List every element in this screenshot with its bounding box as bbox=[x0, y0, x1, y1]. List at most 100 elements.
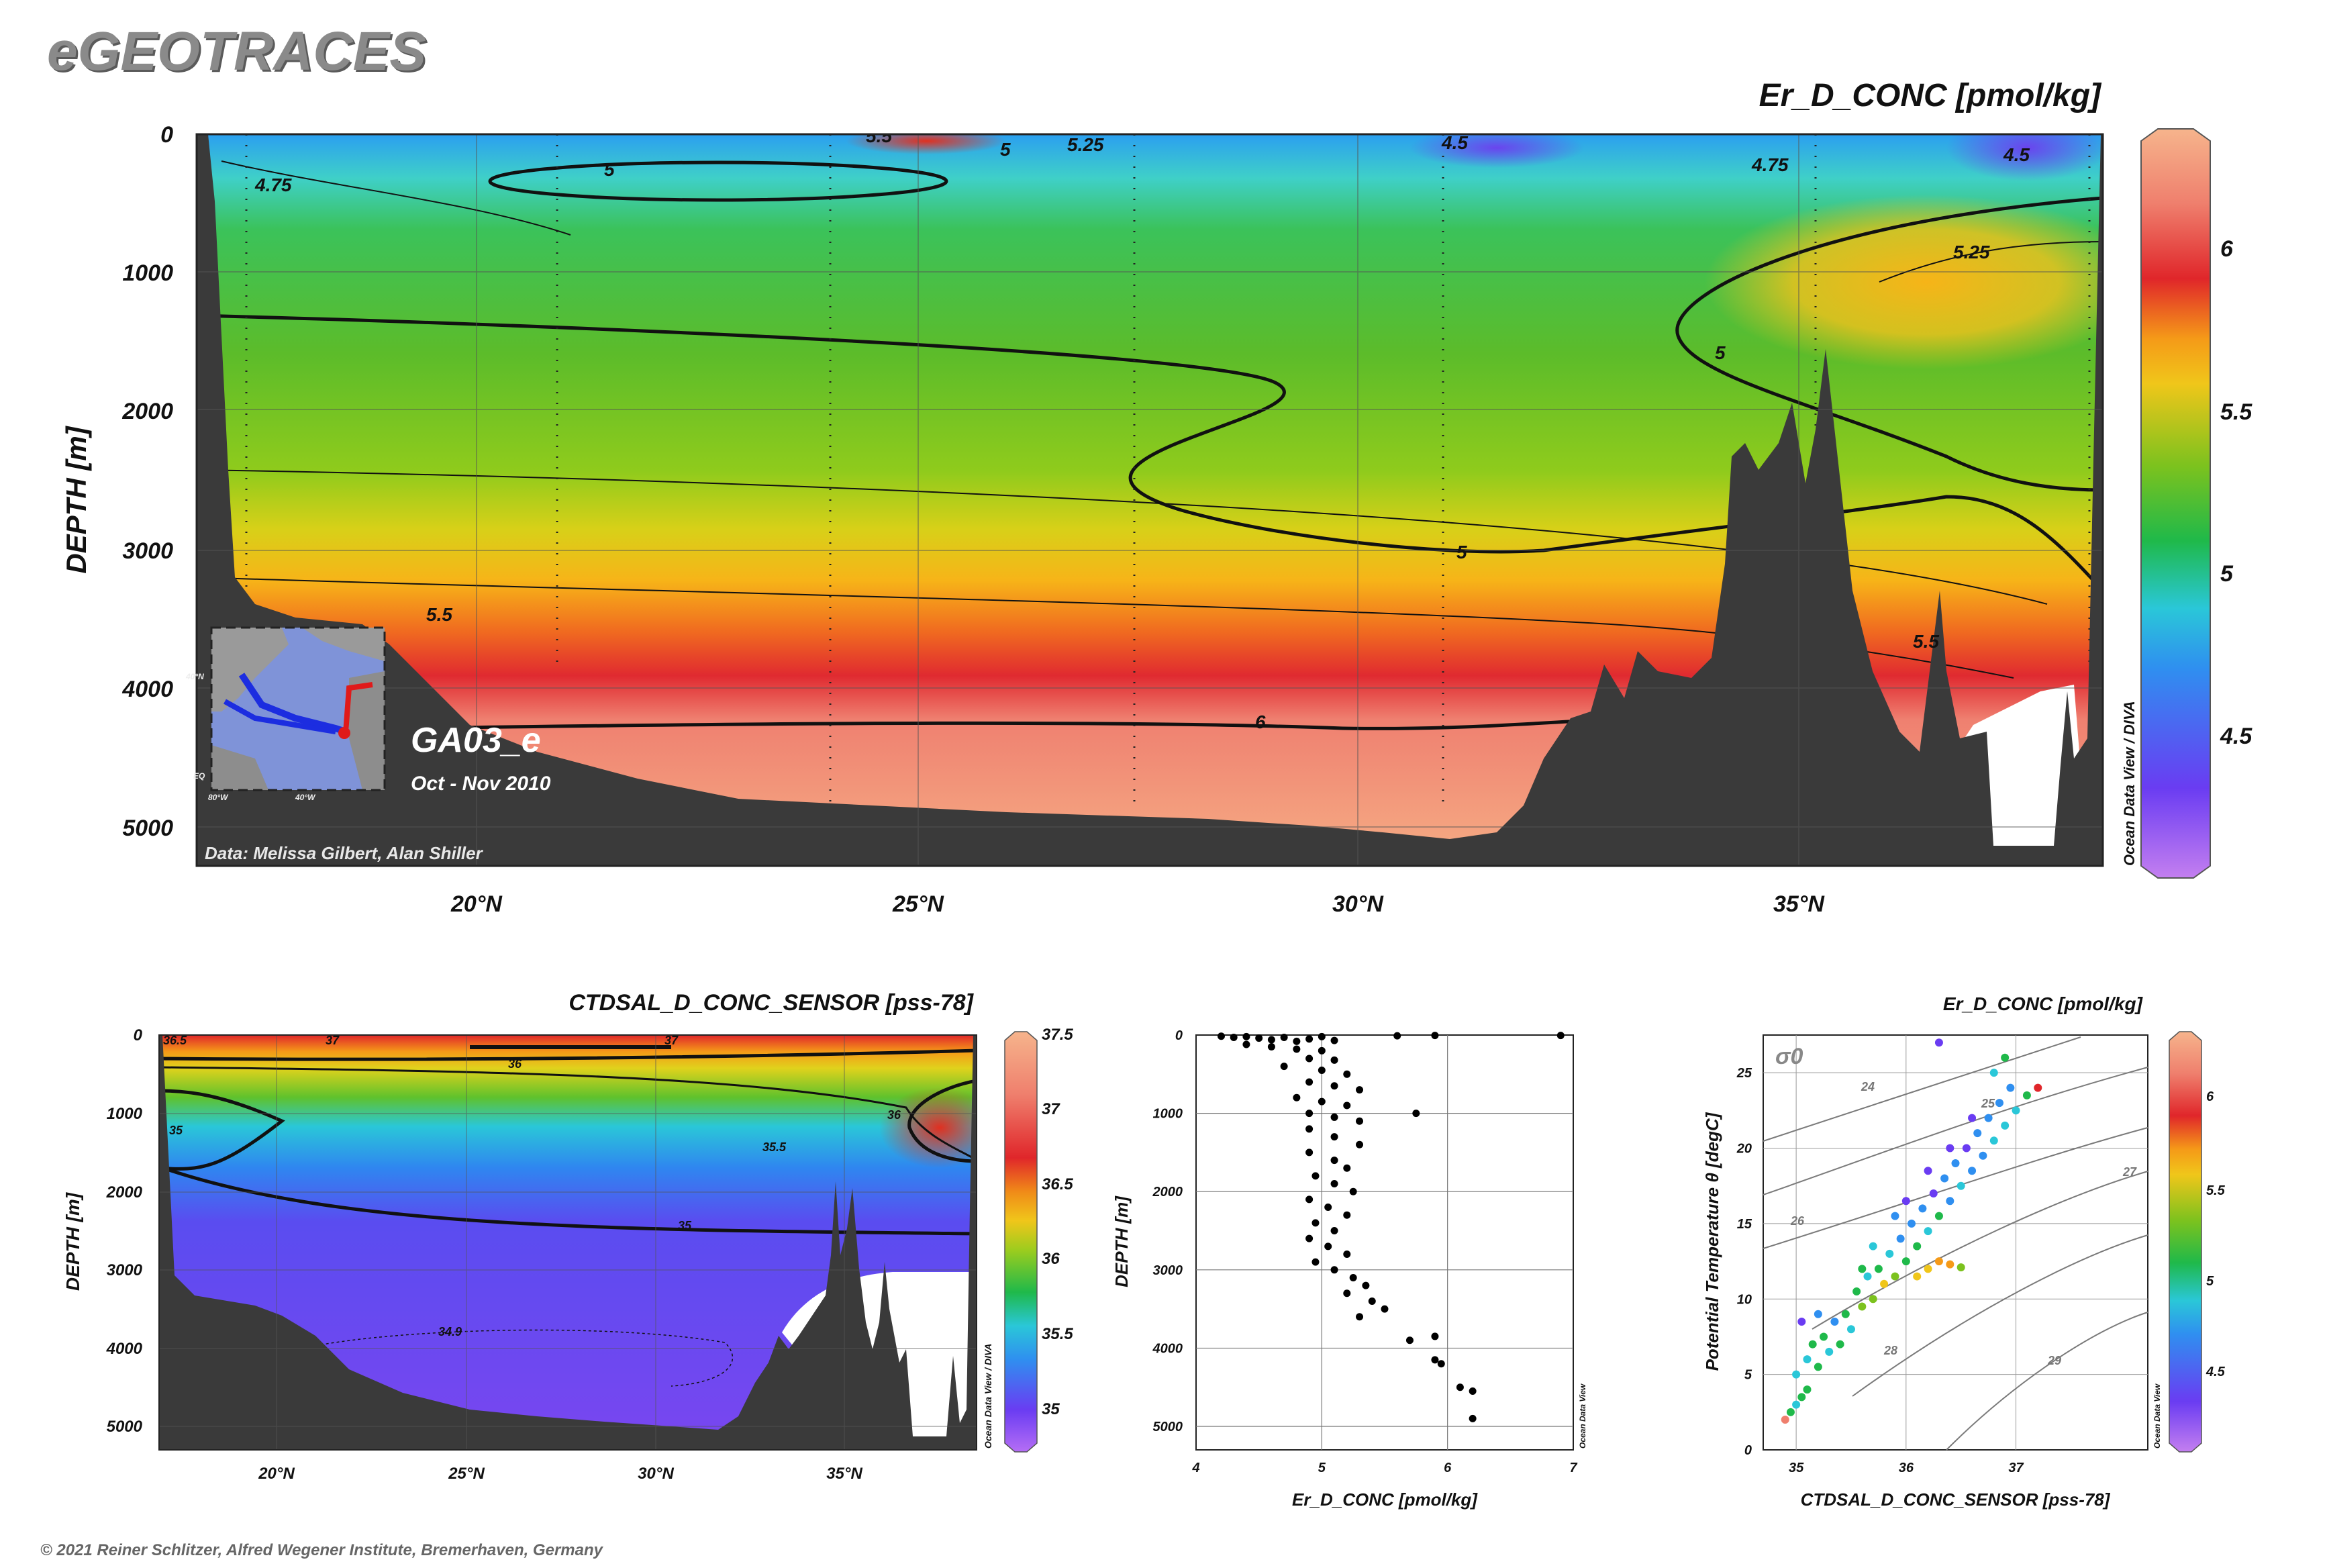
ts-point bbox=[1908, 1219, 1916, 1228]
svg-text:5.5: 5.5 bbox=[866, 126, 892, 146]
svg-text:4000: 4000 bbox=[121, 677, 173, 702]
ts-point bbox=[1885, 1249, 1894, 1258]
salinity-gridlines bbox=[159, 1035, 977, 1450]
svg-text:4000: 4000 bbox=[1152, 1341, 1183, 1356]
profile-point bbox=[1356, 1313, 1364, 1321]
ts-point bbox=[1989, 1136, 1998, 1145]
profile-point bbox=[1330, 1056, 1338, 1064]
ts-point bbox=[1946, 1260, 1954, 1269]
svg-text:5000: 5000 bbox=[1153, 1420, 1183, 1434]
profile-point bbox=[1318, 1046, 1326, 1055]
er-contours bbox=[197, 160, 2103, 734]
ts-point bbox=[1901, 1257, 1910, 1266]
profile-point bbox=[1217, 1032, 1225, 1040]
svg-text:10: 10 bbox=[1737, 1292, 1752, 1307]
svg-text:4.5: 4.5 bbox=[2003, 144, 2030, 165]
svg-text:6: 6 bbox=[2220, 236, 2234, 262]
ts-point bbox=[1957, 1263, 1965, 1272]
ts-point bbox=[1951, 1159, 1960, 1168]
er-plot-border bbox=[195, 133, 2104, 867]
profile-point bbox=[1330, 1133, 1338, 1141]
svg-text:5.5: 5.5 bbox=[2220, 399, 2252, 425]
svg-text:35: 35 bbox=[1042, 1400, 1060, 1418]
svg-text:37: 37 bbox=[664, 1034, 679, 1047]
profile-point bbox=[1330, 1113, 1338, 1121]
profile-point bbox=[1293, 1093, 1301, 1101]
salinity-odv-credit: Ocean Data View / DIVA bbox=[983, 1344, 993, 1449]
ts-point bbox=[1968, 1114, 1977, 1122]
profile-y-ticks: 0 1000 2000 3000 4000 5000 bbox=[1152, 1028, 1183, 1434]
ts-point bbox=[1858, 1302, 1867, 1311]
profile-point bbox=[1469, 1414, 1477, 1422]
ts-point bbox=[1924, 1227, 1932, 1236]
ts-y-ticks: 0 5 10 15 20 25 bbox=[1736, 1066, 1752, 1458]
ts-x-label: CTDSAL_D_CONC_SENSOR [pss-78] bbox=[1801, 1489, 2111, 1510]
svg-text:6: 6 bbox=[1255, 712, 1266, 732]
svg-text:37: 37 bbox=[2008, 1461, 2024, 1475]
svg-text:5.25: 5.25 bbox=[1067, 134, 1104, 155]
svg-text:27: 27 bbox=[2122, 1165, 2137, 1179]
ts-point bbox=[2034, 1083, 2042, 1092]
ts-point bbox=[1940, 1174, 1949, 1183]
ts-point bbox=[2022, 1091, 2031, 1099]
salinity-contour-labels: 36.5 37 37 36 36 35 35.5 35 34.9 bbox=[163, 1034, 901, 1338]
svg-text:0: 0 bbox=[1744, 1443, 1752, 1458]
svg-text:5.5: 5.5 bbox=[426, 604, 452, 625]
salinity-y-ticks: 0 1000 2000 3000 4000 5000 bbox=[106, 1026, 143, 1436]
svg-text:2000: 2000 bbox=[121, 399, 173, 424]
ts-point bbox=[1841, 1310, 1850, 1318]
er-y-ticks: 0 1000 2000 3000 4000 5000 bbox=[121, 122, 173, 841]
svg-text:30°N: 30°N bbox=[638, 1465, 674, 1483]
svg-text:36: 36 bbox=[1042, 1250, 1060, 1268]
ts-point bbox=[1913, 1272, 1922, 1281]
copyright-text: © 2021 Reiner Schlitzer, Alfred Wegener … bbox=[40, 1541, 603, 1559]
er-colorbar: 6 5.5 5 4.5 bbox=[2140, 128, 2252, 879]
profile-y-label: DEPTH [m] bbox=[1111, 1195, 1132, 1287]
svg-text:6: 6 bbox=[2206, 1089, 2214, 1104]
ts-odv-credit: Ocean Data View bbox=[2152, 1383, 2162, 1449]
profile-point bbox=[1343, 1101, 1351, 1110]
ts-diagram-chart: Er_D_CONC [pmol/kg] 24 25 26 27 28 29 σ0… bbox=[1702, 993, 2226, 1510]
section-name: GA03_e bbox=[411, 721, 541, 760]
svg-text:36: 36 bbox=[1899, 1461, 1914, 1475]
ts-point bbox=[1896, 1234, 1905, 1243]
salinity-contours bbox=[159, 1045, 977, 1387]
profile-point bbox=[1324, 1204, 1332, 1212]
svg-text:25: 25 bbox=[1736, 1066, 1752, 1081]
profile-point bbox=[1311, 1258, 1320, 1266]
svg-text:0: 0 bbox=[134, 1026, 143, 1044]
ts-point bbox=[1962, 1144, 1971, 1153]
er-gridlines bbox=[197, 134, 2103, 866]
profile-point bbox=[1393, 1032, 1401, 1040]
profile-point bbox=[1330, 1157, 1338, 1165]
ts-point bbox=[1946, 1144, 1954, 1153]
profile-point bbox=[1318, 1097, 1326, 1106]
profile-point bbox=[1305, 1055, 1314, 1063]
ts-point bbox=[1797, 1317, 1806, 1326]
svg-text:5: 5 bbox=[1744, 1368, 1752, 1383]
ts-point bbox=[1814, 1310, 1822, 1318]
ts-point bbox=[1934, 1212, 1943, 1220]
data-credit: Data: Melissa Gilbert, Alan Shiller bbox=[205, 843, 484, 863]
ts-point bbox=[1797, 1393, 1806, 1402]
salinity-plot-border bbox=[158, 1034, 977, 1451]
er-seafloor bbox=[197, 134, 2103, 866]
svg-text:30°N: 30°N bbox=[1332, 891, 1384, 917]
profile-point bbox=[1318, 1066, 1326, 1074]
ts-y-label: Potential Temperature θ [degC] bbox=[1702, 1112, 1722, 1371]
salinity-section-chart: CTDSAL_D_CONC_SENSOR [pss-78] bbox=[62, 990, 1073, 1483]
svg-text:37: 37 bbox=[326, 1034, 340, 1047]
svg-text:24: 24 bbox=[1861, 1080, 1875, 1093]
svg-text:2000: 2000 bbox=[106, 1183, 143, 1202]
svg-text:0: 0 bbox=[160, 122, 173, 148]
ts-point bbox=[1803, 1385, 1812, 1394]
profile-point bbox=[1242, 1032, 1250, 1040]
profile-point bbox=[1343, 1250, 1351, 1258]
svg-text:4.75: 4.75 bbox=[254, 175, 292, 195]
svg-text:5: 5 bbox=[2220, 561, 2234, 587]
profile-x-label: Er_D_CONC [pmol/kg] bbox=[1292, 1489, 1478, 1510]
profile-point bbox=[1280, 1063, 1288, 1071]
profile-point bbox=[1305, 1125, 1314, 1133]
profile-point bbox=[1330, 1036, 1338, 1044]
ts-point bbox=[1918, 1204, 1927, 1213]
